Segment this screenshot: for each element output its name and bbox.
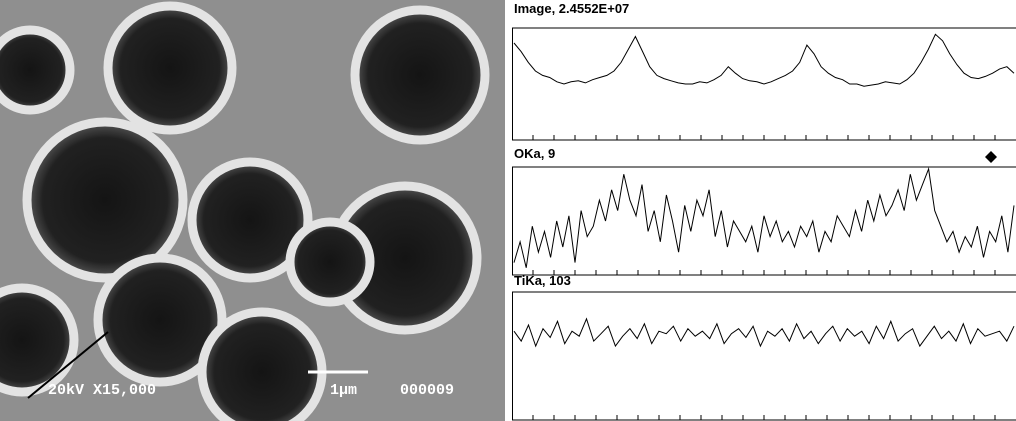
profile-title: OKa, 9 [514, 146, 555, 161]
profile-line [513, 167, 1015, 268]
sem-image: 20kV X15,000 1μm 000009 [0, 0, 505, 421]
scale-label: 1μm [330, 382, 357, 399]
profile-line [513, 317, 1015, 348]
profile-title: Image, 2.4552E+07 [514, 1, 629, 16]
profile-title: TiKa, 103 [514, 273, 571, 288]
marker [985, 151, 997, 163]
image-id: 000009 [400, 382, 454, 399]
sem-label: 20kV X15,000 [48, 382, 156, 399]
profile-line [513, 33, 1015, 87]
